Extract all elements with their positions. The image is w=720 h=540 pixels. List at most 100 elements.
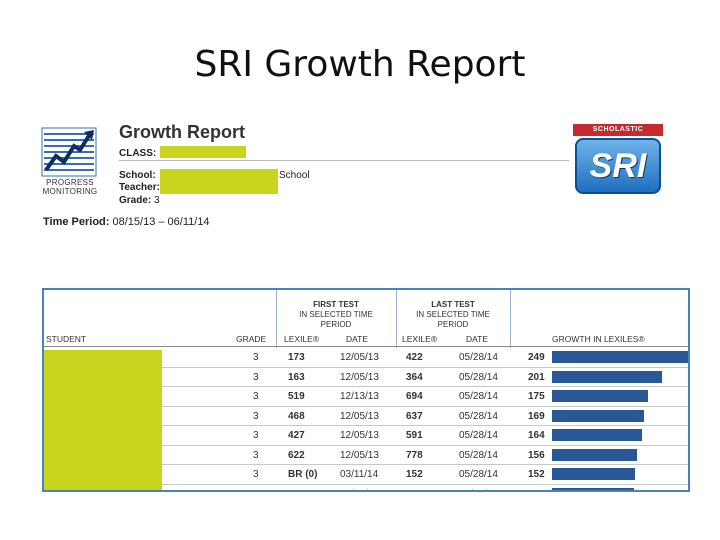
table-row: 3 468 12/05/13 637 05/28/14 169 <box>44 407 688 426</box>
school-teacher-redaction <box>160 169 278 194</box>
last-lexile-column-header: LEXILE® <box>402 334 438 344</box>
first-date-column-header: DATE <box>346 334 369 344</box>
first-date-cell: 03/11/14 <box>340 469 379 480</box>
teacher-field: Teacher: <box>119 182 160 193</box>
last-lexile-cell: 694 <box>406 391 423 402</box>
sri-logo: SCHOLASTIC SRI <box>573 124 663 194</box>
last-date-cell: 05/28/14 <box>459 391 498 402</box>
last-test-heading: LAST TEST <box>431 300 475 309</box>
time-period-label: Time Period: <box>43 216 110 228</box>
growth-bar <box>552 429 642 441</box>
growth-value-cell: 152 <box>528 469 545 480</box>
growth-value-cell: 164 <box>528 430 545 441</box>
column-divider <box>396 290 397 348</box>
table-row: 3 622 12/05/13 778 05/28/14 156 <box>44 446 688 465</box>
grade-field: Grade: 3 <box>119 195 160 206</box>
grade-cell: 3 <box>253 371 259 383</box>
time-period: Time Period: 08/15/13 – 06/11/14 <box>43 216 210 228</box>
scholastic-label: SCHOLASTIC <box>573 124 663 136</box>
table-row: 3 519 12/13/13 694 05/28/14 175 <box>44 387 688 407</box>
last-date-column-header: DATE <box>466 334 489 344</box>
student-column-header: STUDENT <box>46 334 87 344</box>
grade-cell: 3 <box>253 449 259 461</box>
first-test-period: PERIOD <box>320 320 352 329</box>
time-period-value: 08/15/13 – 06/11/14 <box>112 216 210 228</box>
row-divider <box>44 425 688 426</box>
table-row: 3 427 12/05/13 591 05/28/14 164 <box>44 426 688 446</box>
first-lexile-cell: BR (0) <box>288 469 318 480</box>
growth-table: FIRST TEST IN SELECTED TIME PERIOD LAST … <box>42 288 690 492</box>
last-date-cell: 05/28/14 <box>459 469 498 480</box>
first-lexile-cell: 622 <box>288 449 305 461</box>
column-divider <box>510 290 511 348</box>
grade-cell: 3 <box>253 489 259 491</box>
first-lexile-cell: 173 <box>288 352 305 363</box>
row-divider <box>44 405 688 407</box>
first-date-cell: 12/05/13 <box>340 430 379 441</box>
first-date-cell: 12/05/13 <box>340 449 379 461</box>
header-divider <box>119 160 569 161</box>
row-divider <box>44 464 688 465</box>
growth-value-cell: 156 <box>528 449 545 461</box>
row-divider <box>44 366 688 368</box>
row-divider <box>44 386 688 387</box>
grade-label: Grade: <box>119 195 152 206</box>
table-row: 3 163 12/05/13 364 05/28/14 201 <box>44 368 688 387</box>
last-date-cell: 05/28/14 <box>459 430 498 441</box>
growth-value-cell: 169 <box>528 410 545 422</box>
grade-column-header: GRADE <box>236 334 267 344</box>
first-lexile-cell: 427 <box>288 430 305 441</box>
row-divider <box>44 483 688 485</box>
last-date-cell: 05/28/14 <box>459 371 498 383</box>
column-divider <box>276 290 277 348</box>
table-row: 3 173 12/05/13 422 05/28/14 249 <box>44 348 688 368</box>
last-date-cell: 05/28/14 <box>459 410 498 422</box>
last-lexile-cell: 422 <box>406 352 423 363</box>
first-lexile-cell: 163 <box>288 371 305 383</box>
growth-value-cell: 201 <box>528 371 545 383</box>
last-date-cell: 05/28/14 <box>459 352 498 363</box>
growth-value-cell: 151 <box>528 489 545 491</box>
first-lexile-cell: 189 <box>288 489 305 491</box>
grade-value: 3 <box>154 195 160 206</box>
header-rule <box>44 346 688 347</box>
last-test-group-header: LAST TEST IN SELECTED TIME PERIOD <box>398 300 508 330</box>
grade-cell: 3 <box>253 430 259 441</box>
growth-bar <box>552 409 644 422</box>
class-redaction <box>160 146 246 158</box>
first-date-cell: 12/05/13 <box>340 489 379 491</box>
school-value-tail: School <box>279 170 310 181</box>
last-test-subheading: IN SELECTED TIME <box>416 310 490 319</box>
first-date-cell: 12/13/13 <box>340 391 379 402</box>
teacher-label: Teacher: <box>119 182 160 193</box>
first-test-subheading: IN SELECTED TIME <box>299 310 373 319</box>
growth-bar <box>552 390 648 402</box>
last-lexile-cell: 591 <box>406 430 423 441</box>
last-lexile-cell: 340 <box>406 489 423 491</box>
last-lexile-cell: 778 <box>406 449 423 461</box>
growth-bar <box>552 468 635 480</box>
table-row: 3 189 12/05/13 340 05/28/14 151 <box>44 485 688 491</box>
last-date-cell: 05/28/14 <box>459 489 498 491</box>
grade-cell: 3 <box>253 410 259 422</box>
first-date-cell: 12/05/13 <box>340 410 379 422</box>
first-lexile-cell: 519 <box>288 391 305 402</box>
last-lexile-cell: 152 <box>406 469 423 480</box>
sri-label: SRI <box>575 138 661 194</box>
last-lexile-cell: 364 <box>406 371 423 383</box>
progress-monitoring-chart-icon <box>40 126 100 196</box>
school-field: School: <box>119 170 156 181</box>
growth-report: PROGRESS MONITORING Growth Report CLASS:… <box>40 118 692 498</box>
first-lexile-column-header: LEXILE® <box>284 334 320 344</box>
slide-title: SRI Growth Report <box>194 44 526 85</box>
grade-cell: 3 <box>253 352 259 363</box>
first-date-cell: 12/05/13 <box>340 371 379 383</box>
last-lexile-cell: 637 <box>406 410 423 422</box>
last-date-cell: 05/28/14 <box>459 449 498 461</box>
first-lexile-cell: 468 <box>288 410 305 422</box>
first-date-cell: 12/05/13 <box>340 352 379 363</box>
row-divider <box>44 444 688 446</box>
grade-cell: 3 <box>253 391 259 402</box>
progress-monitoring-label: PROGRESS MONITORING <box>42 178 98 196</box>
growth-value-cell: 249 <box>528 352 545 363</box>
